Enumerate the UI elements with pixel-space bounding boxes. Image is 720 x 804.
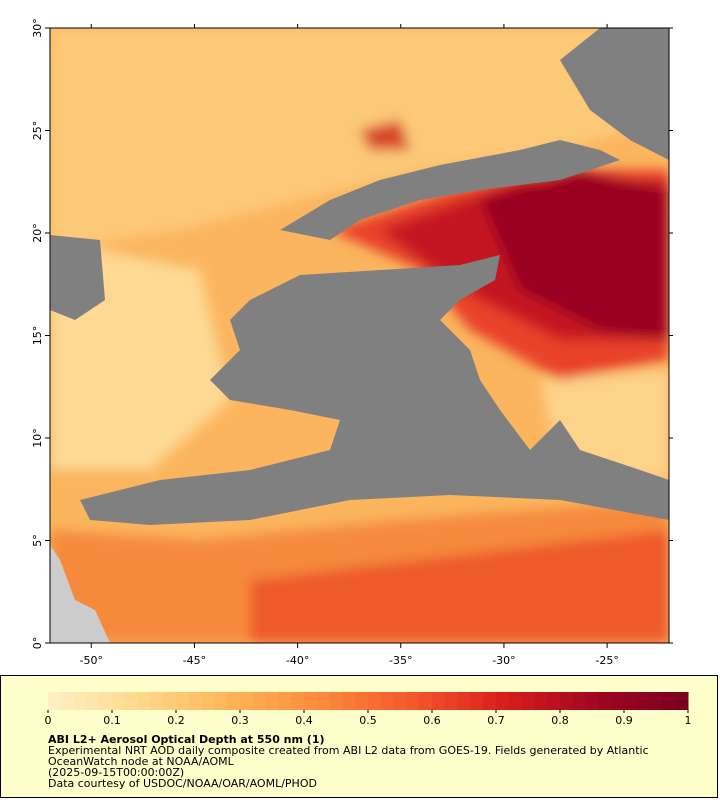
colorbar-tick-label: 0.5 — [359, 714, 377, 727]
caption-line: Experimental NRT AOD daily composite cre… — [48, 744, 649, 757]
x-tick-label: -35° — [389, 654, 412, 667]
caption-line: Data courtesy of USDOC/NOAA/OAR/AOML/PHO… — [48, 777, 317, 790]
colorbar-segment — [176, 692, 190, 710]
colorbar-segment — [329, 692, 343, 710]
colorbar-segment — [572, 692, 587, 710]
colorbar-segment — [73, 692, 87, 710]
colorbar-segment — [60, 692, 75, 710]
colorbar-segment — [483, 692, 497, 710]
y-tick-label: 15° — [31, 326, 44, 346]
colorbar-segment — [547, 692, 561, 710]
colorbar-segment — [444, 692, 459, 710]
colorbar-segment — [611, 692, 625, 710]
caption-line: OceanWatch node at NOAA/AOML — [48, 755, 235, 768]
y-tick-label: 0° — [31, 637, 44, 650]
colorbar-tick-label: 0.8 — [551, 714, 569, 727]
colorbar-segment — [432, 692, 446, 710]
colorbar-tick-label: 0.9 — [615, 714, 633, 727]
colorbar-segment — [201, 692, 215, 710]
colorbar-segment — [265, 692, 279, 710]
colorbar-segment — [560, 692, 574, 710]
colorbar-segment — [380, 692, 395, 710]
colorbar-segment — [675, 692, 689, 710]
colorbar-segment — [470, 692, 484, 710]
colorbar-segment — [150, 692, 164, 710]
caption-title: ABI L2+ Aerosol Optical Depth at 550 nm … — [48, 733, 325, 746]
y-tick-label: 5° — [31, 534, 44, 547]
colorbar-segment — [508, 692, 523, 710]
colorbar-segment — [99, 692, 113, 710]
colorbar-segment — [112, 692, 126, 710]
x-tick-label: -25° — [595, 654, 618, 667]
colorbar-segment — [393, 692, 407, 710]
colorbar-segment — [419, 692, 433, 710]
colorbar-segment — [304, 692, 318, 710]
colorbar-tick-label: 0.7 — [487, 714, 505, 727]
colorbar-segment — [521, 692, 535, 710]
colorbar-segment — [649, 692, 663, 710]
y-tick-label: 20° — [31, 223, 44, 243]
colorbar-segment — [188, 692, 203, 710]
caption-line: (2025-09-15T00:00:00Z) — [48, 766, 184, 779]
colorbar-tick-label: 1 — [685, 714, 692, 727]
colorbar-segment — [214, 692, 228, 710]
colorbar-segment — [585, 692, 599, 710]
colorbar-segment — [291, 692, 305, 710]
y-tick-label: 10° — [31, 428, 44, 448]
colorbar-segment — [278, 692, 292, 710]
x-tick-label: -30° — [492, 654, 515, 667]
colorbar-segment — [624, 692, 638, 710]
colorbar-segment — [598, 692, 612, 710]
x-tick-label: -45° — [183, 654, 206, 667]
y-tick-label: 30° — [31, 18, 44, 38]
colorbar-segment — [137, 692, 151, 710]
colorbar-segment — [406, 692, 420, 710]
colorbar-segment — [662, 692, 676, 710]
colorbar-segment — [636, 692, 651, 710]
colorbar-tick-label: 0 — [45, 714, 52, 727]
colorbar-segment — [316, 692, 331, 710]
colorbar-segment — [86, 692, 100, 710]
colorbar-segment — [240, 692, 254, 710]
colorbar-segment — [496, 692, 510, 710]
colorbar-segment — [534, 692, 548, 710]
aod-raster — [50, 28, 669, 643]
x-tick-label: -50° — [80, 654, 103, 667]
colorbar-segment — [48, 692, 62, 710]
colorbar-tick-label: 0.1 — [103, 714, 121, 727]
colorbar-segment — [342, 692, 356, 710]
colorbar-segment — [227, 692, 241, 710]
colorbar-tick-label: 0.6 — [423, 714, 441, 727]
colorbar-segment — [252, 692, 267, 710]
colorbar-segment — [163, 692, 177, 710]
colorbar-segment — [124, 692, 139, 710]
colorbar-tick-label: 0.4 — [295, 714, 313, 727]
colorbar-segment — [368, 692, 382, 710]
colorbar-tick-label: 0.2 — [167, 714, 185, 727]
x-tick-label: -40° — [286, 654, 309, 667]
y-tick-label: 25° — [31, 121, 44, 141]
colorbar-tick-label: 0.3 — [231, 714, 249, 727]
colorbar-segment — [457, 692, 471, 710]
colorbar-segment — [355, 692, 369, 710]
